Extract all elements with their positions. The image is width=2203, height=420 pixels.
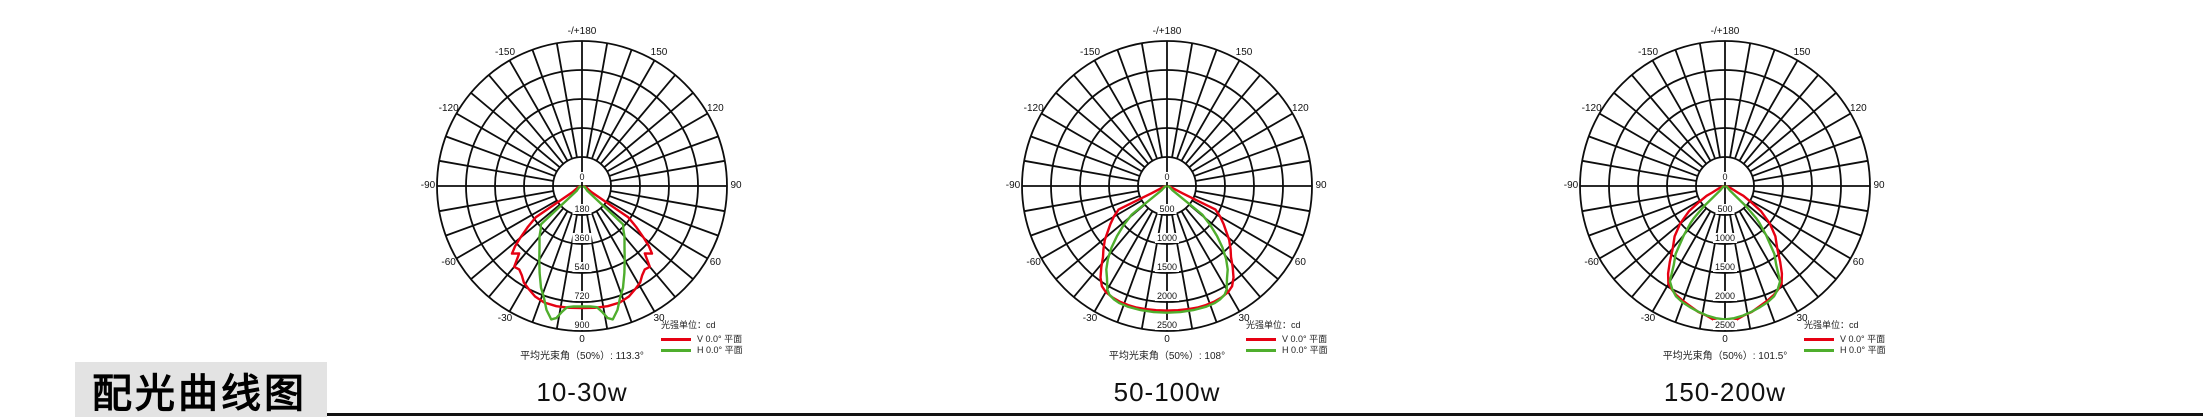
- legend-unit-label: 光强单位：cd: [661, 320, 716, 330]
- polar-chart-10-30w: 0 30 60 90 120 150 -/+180 -30 -60 -90 -120 -150 180 3…: [397, 0, 767, 420]
- legend: 光强单位：cd V 0.0° 平面 H 0.0° 平面: [661, 320, 743, 356]
- legend: 光强单位：cd V 0.0° 平面 H 0.0° 平面: [1804, 320, 1886, 356]
- v-plane-line-swatch: [1804, 338, 1834, 341]
- legend-item-label: H 0.0° 平面: [1282, 345, 1328, 355]
- bottom-divider-line: [323, 413, 2203, 416]
- v-plane-line-swatch: [1246, 338, 1276, 341]
- legend-item-label: V 0.0° 平面: [1840, 334, 1886, 344]
- legend-item-h-plane: H 0.0° 平面: [661, 345, 743, 356]
- polar-grid-svg: [1579, 40, 1871, 332]
- h-plane-line-swatch: [1246, 349, 1276, 352]
- section-title: 配光曲线图: [92, 370, 307, 417]
- beam-angle-text: 平均光束角（50%）: 101.5°: [1662, 351, 1788, 362]
- beam-angle-text: 平均光束角（50%）: 113.3°: [520, 351, 644, 362]
- legend-unit-label: 光强单位：cd: [1246, 320, 1301, 330]
- legend-item-h-plane: H 0.0° 平面: [1246, 345, 1328, 356]
- v-plane-line-swatch: [661, 338, 691, 341]
- legend-item-label: H 0.0° 平面: [697, 345, 743, 355]
- section-title-box: 配光曲线图: [75, 362, 327, 417]
- h-plane-line-swatch: [661, 349, 691, 352]
- polar-grid-svg: [1021, 40, 1313, 332]
- legend-unit-label: 光强单位：cd: [1804, 320, 1859, 330]
- legend-item-v-plane: V 0.0° 平面: [1246, 334, 1328, 345]
- wattage-label: 150-200w: [1663, 377, 1787, 407]
- legend-item-label: V 0.0° 平面: [697, 334, 743, 344]
- h-plane-line-swatch: [1804, 349, 1834, 352]
- legend-item-h-plane: H 0.0° 平面: [1804, 345, 1886, 356]
- polar-chart-150-200w: 0 30 60 90 120 150 -/+180 -30 -60 -90 -120 -150 500 1…: [1540, 0, 1910, 420]
- legend-item-v-plane: V 0.0° 平面: [661, 334, 743, 345]
- polar-chart-50-100w: 0 30 60 90 120 150 -/+180 -30 -60 -90 -120 -150 500 1…: [982, 0, 1352, 420]
- legend-item-v-plane: V 0.0° 平面: [1804, 334, 1886, 345]
- legend-item-label: V 0.0° 平面: [1282, 334, 1328, 344]
- legend-item-label: H 0.0° 平面: [1840, 345, 1886, 355]
- beam-angle-text: 平均光束角（50%）: 108°: [1108, 351, 1226, 362]
- legend: 光强单位：cd V 0.0° 平面 H 0.0° 平面: [1246, 320, 1328, 356]
- wattage-label: 10-30w: [536, 377, 628, 407]
- wattage-label: 50-100w: [1113, 377, 1221, 407]
